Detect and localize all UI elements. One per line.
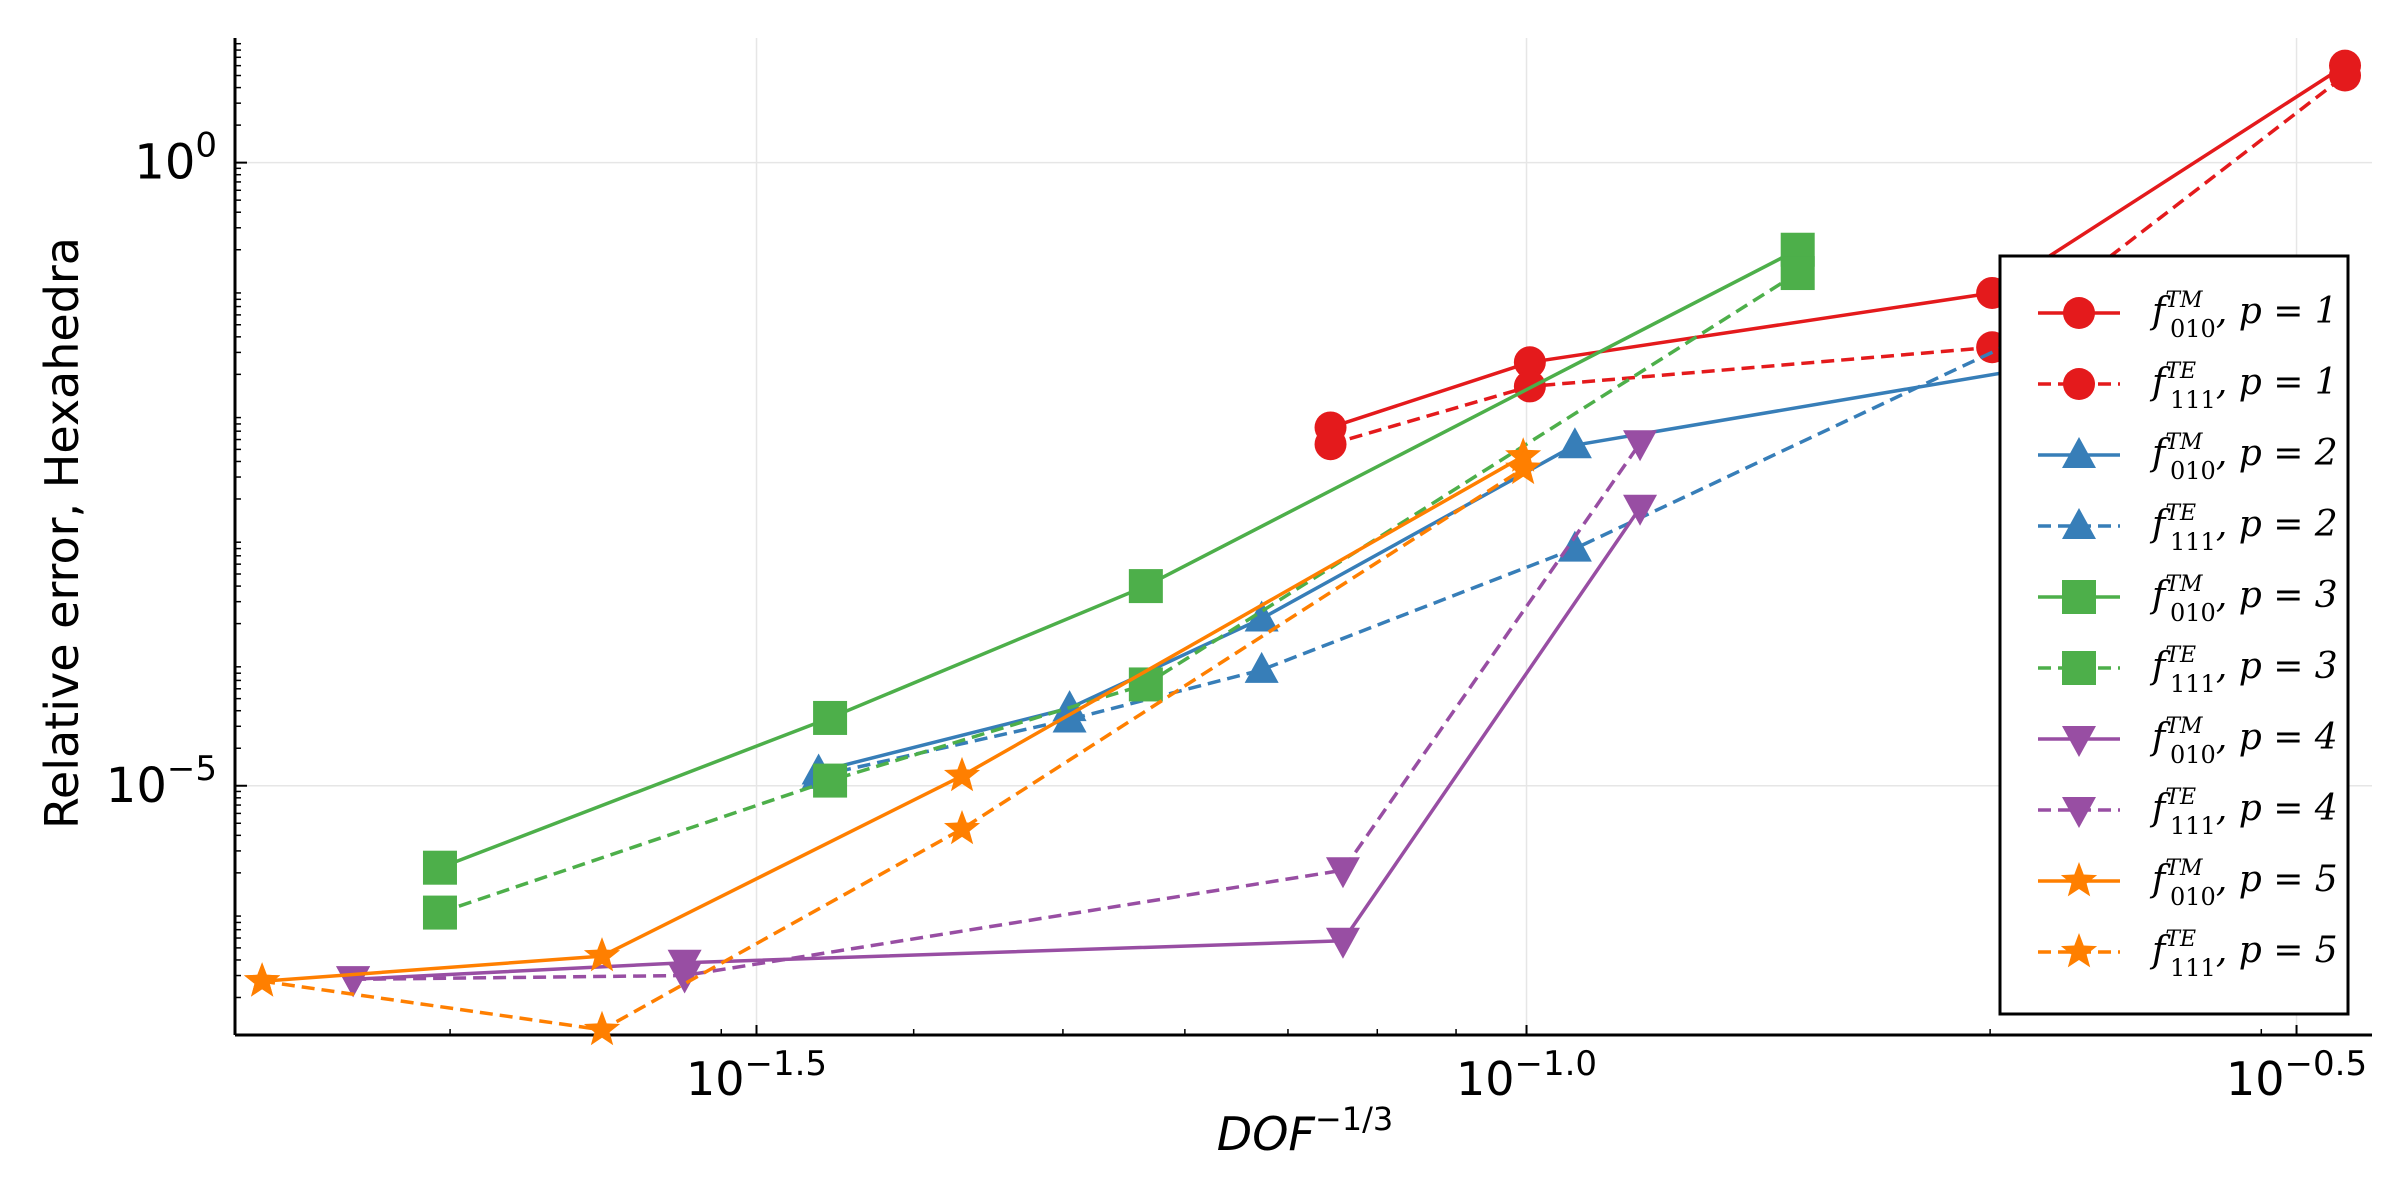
legend-entry: fTM 010, p = 1 [2038,288,2338,343]
data-point [813,763,848,798]
legend-entry: fTE 111, p = 5 [2038,927,2338,982]
axes [233,38,2372,1037]
x-tick-label: 10−0.5 [2226,1044,2367,1106]
legend-marker [2063,297,2095,329]
legend-marker [2063,368,2095,400]
x-axis-label-exponent: −1/3 [1315,1100,1393,1138]
data-point [813,700,848,735]
data-point [2329,59,2362,92]
data-point [1505,449,1542,485]
series-8 [336,430,1658,998]
series-line [439,248,1799,870]
data-point [1052,701,1087,733]
series-7 [336,494,1658,998]
legend-entry: fTM 010, p = 4 [2038,714,2338,769]
series-line [818,328,2040,778]
series-line [261,467,1525,1032]
x-axis-label: DOF−1/3 [1217,1100,1393,1161]
data-point [1780,256,1815,291]
legend-entry: fTE 111, p = 4 [2038,785,2338,840]
data-point [667,962,702,994]
series-6 [422,256,1815,930]
legend-entry: fTE 111, p = 1 [2038,359,2338,414]
legend-marker [2062,437,2096,468]
legend-marker [2062,580,2096,614]
legend-entry: fTE 111, p = 3 [2038,643,2338,698]
data-point [944,810,981,845]
data-point [1314,428,1347,461]
tick-labels: 10−1.5 10−1.0 10−0.5 100 10−5 [106,126,2367,1106]
data-point [1557,530,1592,562]
series-line [1330,74,2347,446]
data-point [1325,857,1360,889]
series-line [261,454,1525,983]
x-tick-label: 10−1.0 [1456,1044,1597,1106]
series-line [353,506,1642,982]
data-point [1623,430,1658,462]
legend-label: fTE 111, p = 3 [2149,643,2338,698]
data-point [944,756,981,792]
y-axis-label: Relative error, Hexahedra [35,237,89,829]
legend-entry: fTM 010, p = 2 [2038,430,2338,485]
data-point [422,850,457,885]
data-point [583,937,621,972]
legend-marker [2060,933,2098,968]
legend-marker [2062,797,2096,828]
legend-entry: fTM 010, p = 3 [2038,572,2338,627]
legend: fTM 010, p = 1 fTE 111, p = 1 fTM 010, p = 2 f… [1998,254,2350,1016]
x-axis-label-main: DOF [1217,1107,1316,1161]
legend-label: fTM 010, p = 3 [2149,572,2338,627]
series-10 [244,449,1542,1046]
data-point [1557,427,1592,459]
plot-area [244,49,2362,1046]
series-4 [801,312,2056,789]
x-tick-label: 10−1.5 [686,1044,827,1106]
legend-label: fTM 010, p = 1 [2149,288,2338,343]
series-line [353,442,1642,982]
data-point [422,895,457,930]
legend-label: fTM 010, p = 5 [2149,856,2338,911]
legend-marker [2060,862,2098,897]
data-point [1623,494,1658,526]
legend-label: fTE 111, p = 4 [2149,785,2338,840]
series-line [818,365,2039,774]
data-point [1128,569,1163,604]
series-5 [422,232,1815,885]
legend-entry: fTM 010, p = 5 [2038,856,2338,911]
data-point [1244,600,1279,632]
legend-label: fTM 010, p = 4 [2149,714,2338,769]
data-point [1325,927,1360,959]
data-point [1244,651,1279,683]
data-point [1513,346,1546,379]
y-tick-label: 100 [134,126,217,191]
series-line [1329,64,2346,430]
data-point [244,962,281,997]
legend-label: fTE 111, p = 1 [2149,359,2338,414]
legend-marker [2062,726,2096,757]
series-line [439,271,1799,915]
legend-marker [2062,651,2096,685]
y-tick-label: 10−5 [106,749,217,814]
legend-marker [2062,508,2096,539]
data-point [583,1010,621,1046]
legend-label: fTM 010, p = 2 [2149,430,2338,485]
legend-label: fTE 111, p = 5 [2149,927,2338,982]
